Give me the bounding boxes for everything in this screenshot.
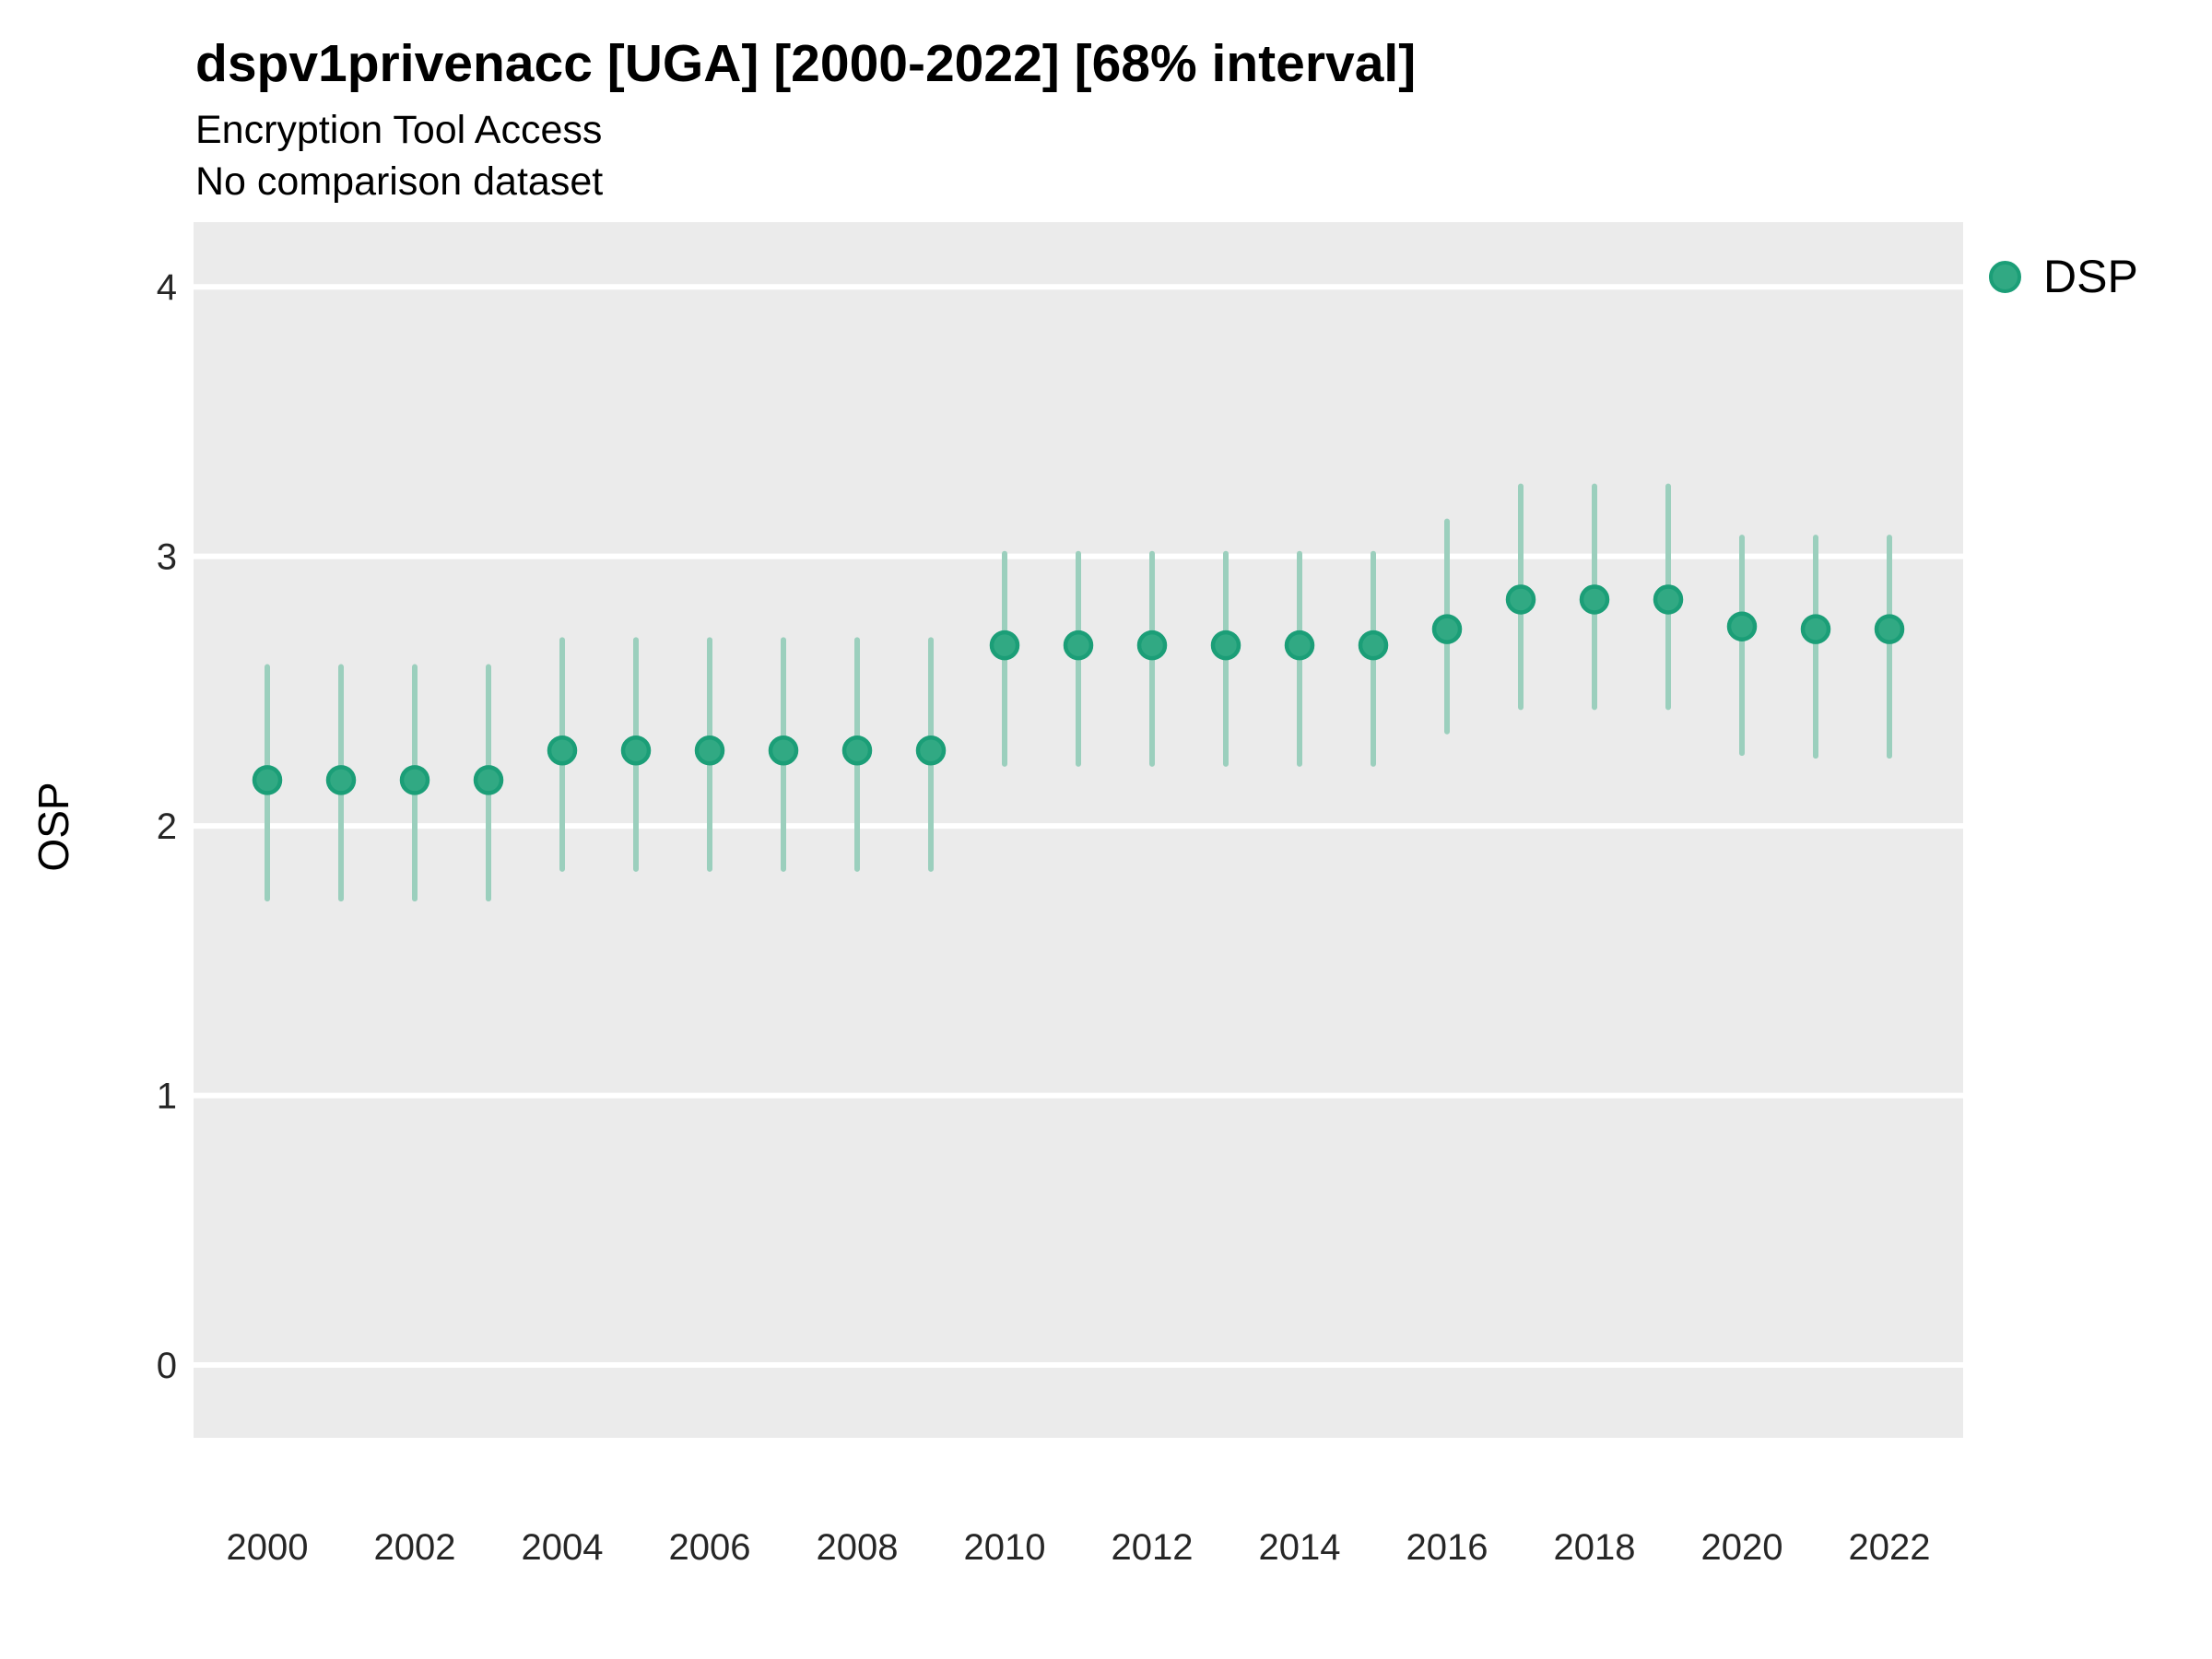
- legend-marker-icon: [1989, 260, 2021, 293]
- y-tick-label-0: 0: [157, 1346, 177, 1386]
- data-point-2007: [768, 735, 799, 766]
- data-point-2014: [1284, 629, 1315, 661]
- y-tick-label-3: 3: [157, 537, 177, 578]
- data-point-2019: [1653, 584, 1684, 615]
- legend-label-dsp: DSP: [2043, 251, 2138, 302]
- x-tick-label-2002: 2002: [374, 1527, 456, 1568]
- y-tick-label-4: 4: [157, 267, 177, 308]
- data-point-2015: [1358, 629, 1389, 661]
- x-tick-label-2022: 2022: [1849, 1527, 1931, 1568]
- data-point-2021: [1800, 614, 1831, 644]
- data-point-2020: [1726, 611, 1758, 641]
- data-point-2022: [1874, 614, 1905, 644]
- data-point-2016: [1431, 614, 1463, 644]
- panel-background: [194, 222, 1963, 1438]
- x-tick-label-2000: 2000: [227, 1527, 309, 1568]
- data-point-2010: [989, 629, 1020, 661]
- data-point-2011: [1063, 629, 1094, 661]
- x-tick-label-2014: 2014: [1259, 1527, 1341, 1568]
- data-point-2006: [694, 735, 725, 766]
- x-tick-label-2010: 2010: [964, 1527, 1046, 1568]
- comparison-note: No comparison dataset: [195, 159, 604, 204]
- data-point-2005: [620, 735, 652, 766]
- data-point-2013: [1210, 629, 1241, 661]
- data-point-2000: [252, 765, 283, 795]
- data-point-2004: [547, 735, 578, 766]
- data-point-2002: [399, 765, 430, 795]
- x-tick-label-2008: 2008: [817, 1527, 899, 1568]
- y-axis-title: OSP: [29, 782, 77, 872]
- data-point-2018: [1579, 584, 1610, 615]
- x-tick-label-2020: 2020: [1701, 1527, 1783, 1568]
- x-tick-label-2006: 2006: [669, 1527, 751, 1568]
- x-tick-label-2004: 2004: [522, 1527, 604, 1568]
- data-point-2009: [915, 735, 947, 766]
- data-point-2012: [1136, 629, 1168, 661]
- y-tick-label-1: 1: [157, 1077, 177, 1117]
- data-point-2001: [325, 765, 357, 795]
- data-point-2008: [841, 735, 873, 766]
- legend: DSP: [1989, 249, 2138, 304]
- y-tick-label-2: 2: [157, 806, 177, 847]
- x-tick-label-2018: 2018: [1554, 1527, 1636, 1568]
- x-tick-label-2016: 2016: [1406, 1527, 1488, 1568]
- data-point-2003: [473, 765, 504, 795]
- chart-subtitle: Encryption Tool Access: [195, 108, 603, 152]
- x-tick-label-2012: 2012: [1112, 1527, 1194, 1568]
- data-point-2017: [1505, 584, 1536, 615]
- chart-title: dspv1privenacc [UGA] [2000-2022] [68% in…: [195, 34, 1417, 93]
